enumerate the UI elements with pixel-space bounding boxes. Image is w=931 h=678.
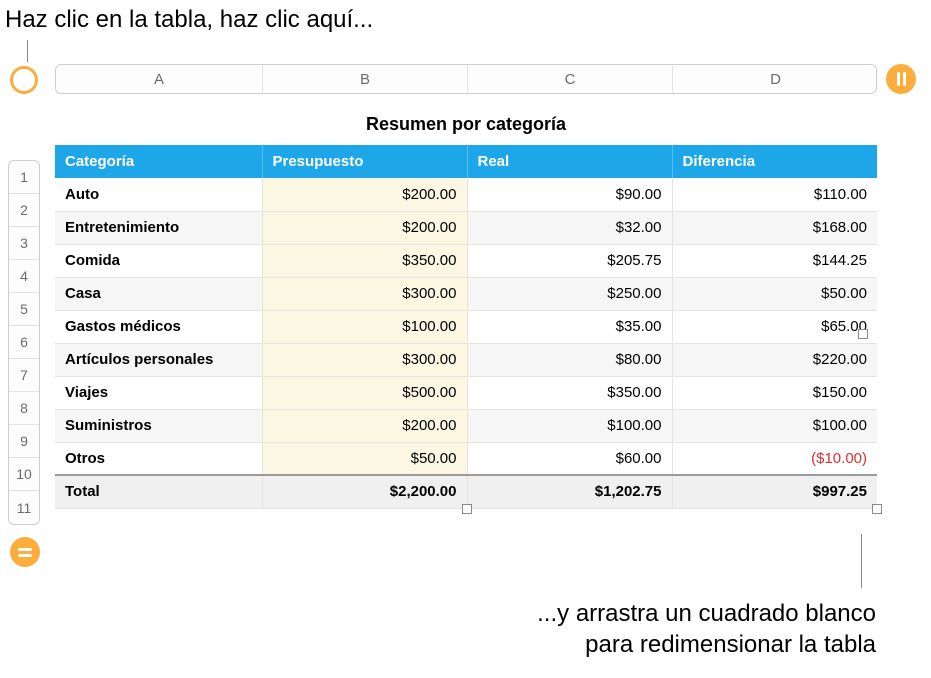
cell-diff[interactable]: $144.25 xyxy=(672,244,877,277)
row-header-7[interactable]: 7 xyxy=(9,359,39,392)
equals-icon xyxy=(18,548,32,551)
table-row[interactable]: Casa$300.00$250.00$50.00 xyxy=(55,277,877,310)
cell-category[interactable]: Suministros xyxy=(55,409,262,442)
cell-diff[interactable]: $220.00 xyxy=(672,343,877,376)
cell-budget[interactable]: $300.00 xyxy=(262,343,467,376)
cell-budget[interactable]: $200.00 xyxy=(262,178,467,211)
cell-budget[interactable]: $200.00 xyxy=(262,409,467,442)
header-budget[interactable]: Presupuesto xyxy=(262,145,467,178)
resize-handle-right[interactable] xyxy=(858,329,868,339)
callout-bottom: ...y arrastra un cuadrado blanco para re… xyxy=(537,598,876,660)
cell-diff[interactable]: ($10.00) xyxy=(672,442,877,475)
cell-budget[interactable]: $200.00 xyxy=(262,211,467,244)
row-header-bar[interactable]: 1234567891011 xyxy=(8,160,40,525)
footer-budget[interactable]: $2,200.00 xyxy=(262,475,467,508)
cell-category[interactable]: Casa xyxy=(55,277,262,310)
row-header-4[interactable]: 4 xyxy=(9,260,39,293)
row-header-2[interactable]: 2 xyxy=(9,194,39,227)
pipe-icon xyxy=(903,72,906,86)
column-header-C[interactable]: C xyxy=(468,65,673,93)
cell-real[interactable]: $350.00 xyxy=(467,376,672,409)
cell-real[interactable]: $100.00 xyxy=(467,409,672,442)
table-row[interactable]: Suministros$200.00$100.00$100.00 xyxy=(55,409,877,442)
cell-real[interactable]: $80.00 xyxy=(467,343,672,376)
row-header-8[interactable]: 8 xyxy=(9,392,39,425)
table-container: Resumen por categoría Categoría Presupue… xyxy=(55,106,877,509)
cell-diff[interactable]: $168.00 xyxy=(672,211,877,244)
table-row[interactable]: Gastos médicos$100.00$35.00$65.00 xyxy=(55,310,877,343)
cell-diff[interactable]: $50.00 xyxy=(672,277,877,310)
row-header-1[interactable]: 1 xyxy=(9,161,39,194)
add-row-handle[interactable] xyxy=(10,537,40,567)
cell-real[interactable]: $250.00 xyxy=(467,277,672,310)
table-row[interactable]: Otros$50.00$60.00($10.00) xyxy=(55,442,877,475)
column-header-bar[interactable]: ABCD xyxy=(55,64,877,94)
callout-line-top xyxy=(27,40,28,62)
footer-real[interactable]: $1,202.75 xyxy=(467,475,672,508)
table-row[interactable]: Viajes$500.00$350.00$150.00 xyxy=(55,376,877,409)
cell-real[interactable]: $60.00 xyxy=(467,442,672,475)
cell-budget[interactable]: $500.00 xyxy=(262,376,467,409)
add-column-handle[interactable] xyxy=(886,64,916,94)
cell-real[interactable]: $90.00 xyxy=(467,178,672,211)
row-header-5[interactable]: 5 xyxy=(9,293,39,326)
cell-category[interactable]: Entretenimiento xyxy=(55,211,262,244)
column-header-A[interactable]: A xyxy=(56,65,263,93)
cell-category[interactable]: Artículos personales xyxy=(55,343,262,376)
table-row[interactable]: Artículos personales$300.00$80.00$220.00 xyxy=(55,343,877,376)
header-category[interactable]: Categoría xyxy=(55,145,262,178)
column-header-B[interactable]: B xyxy=(263,65,468,93)
callout-bottom-line2: para redimensionar la tabla xyxy=(537,629,876,660)
footer-diff[interactable]: $997.25 xyxy=(672,475,877,508)
header-real[interactable]: Real xyxy=(467,145,672,178)
header-diff[interactable]: Diferencia xyxy=(672,145,877,178)
cell-category[interactable]: Auto xyxy=(55,178,262,211)
table-title[interactable]: Resumen por categoría xyxy=(55,106,877,145)
cell-category[interactable]: Viajes xyxy=(55,376,262,409)
cell-budget[interactable]: $350.00 xyxy=(262,244,467,277)
cell-category[interactable]: Comida xyxy=(55,244,262,277)
cell-category[interactable]: Gastos médicos xyxy=(55,310,262,343)
table-select-handle[interactable] xyxy=(10,66,38,94)
cell-diff[interactable]: $65.00 xyxy=(672,310,877,343)
row-header-6[interactable]: 6 xyxy=(9,326,39,359)
column-header-D[interactable]: D xyxy=(673,65,877,93)
pipe-icon xyxy=(897,72,900,86)
table-row[interactable]: Auto$200.00$90.00$110.00 xyxy=(55,178,877,211)
row-header-3[interactable]: 3 xyxy=(9,227,39,260)
cell-budget[interactable]: $300.00 xyxy=(262,277,467,310)
footer-cat[interactable]: Total xyxy=(55,475,262,508)
table-row[interactable]: Comida$350.00$205.75$144.25 xyxy=(55,244,877,277)
cell-budget[interactable]: $50.00 xyxy=(262,442,467,475)
cell-real[interactable]: $35.00 xyxy=(467,310,672,343)
row-header-9[interactable]: 9 xyxy=(9,425,39,458)
callout-top: Haz clic en la tabla, haz clic aquí... xyxy=(5,6,373,34)
cell-real[interactable]: $32.00 xyxy=(467,211,672,244)
callout-line-bottom xyxy=(861,534,862,588)
budget-table[interactable]: Categoría Presupuesto Real Diferencia Au… xyxy=(55,145,877,509)
table-row[interactable]: Entretenimiento$200.00$32.00$168.00 xyxy=(55,211,877,244)
cell-diff[interactable]: $110.00 xyxy=(672,178,877,211)
row-header-11[interactable]: 11 xyxy=(9,491,39,524)
callout-bottom-line1: ...y arrastra un cuadrado blanco xyxy=(537,598,876,629)
cell-category[interactable]: Otros xyxy=(55,442,262,475)
row-header-10[interactable]: 10 xyxy=(9,458,39,491)
cell-budget[interactable]: $100.00 xyxy=(262,310,467,343)
resize-handle-mid[interactable] xyxy=(462,504,472,514)
cell-diff[interactable]: $100.00 xyxy=(672,409,877,442)
table-header-row[interactable]: Categoría Presupuesto Real Diferencia xyxy=(55,145,877,178)
resize-handle-corner[interactable] xyxy=(872,504,882,514)
cell-real[interactable]: $205.75 xyxy=(467,244,672,277)
cell-diff[interactable]: $150.00 xyxy=(672,376,877,409)
equals-icon xyxy=(18,554,32,557)
